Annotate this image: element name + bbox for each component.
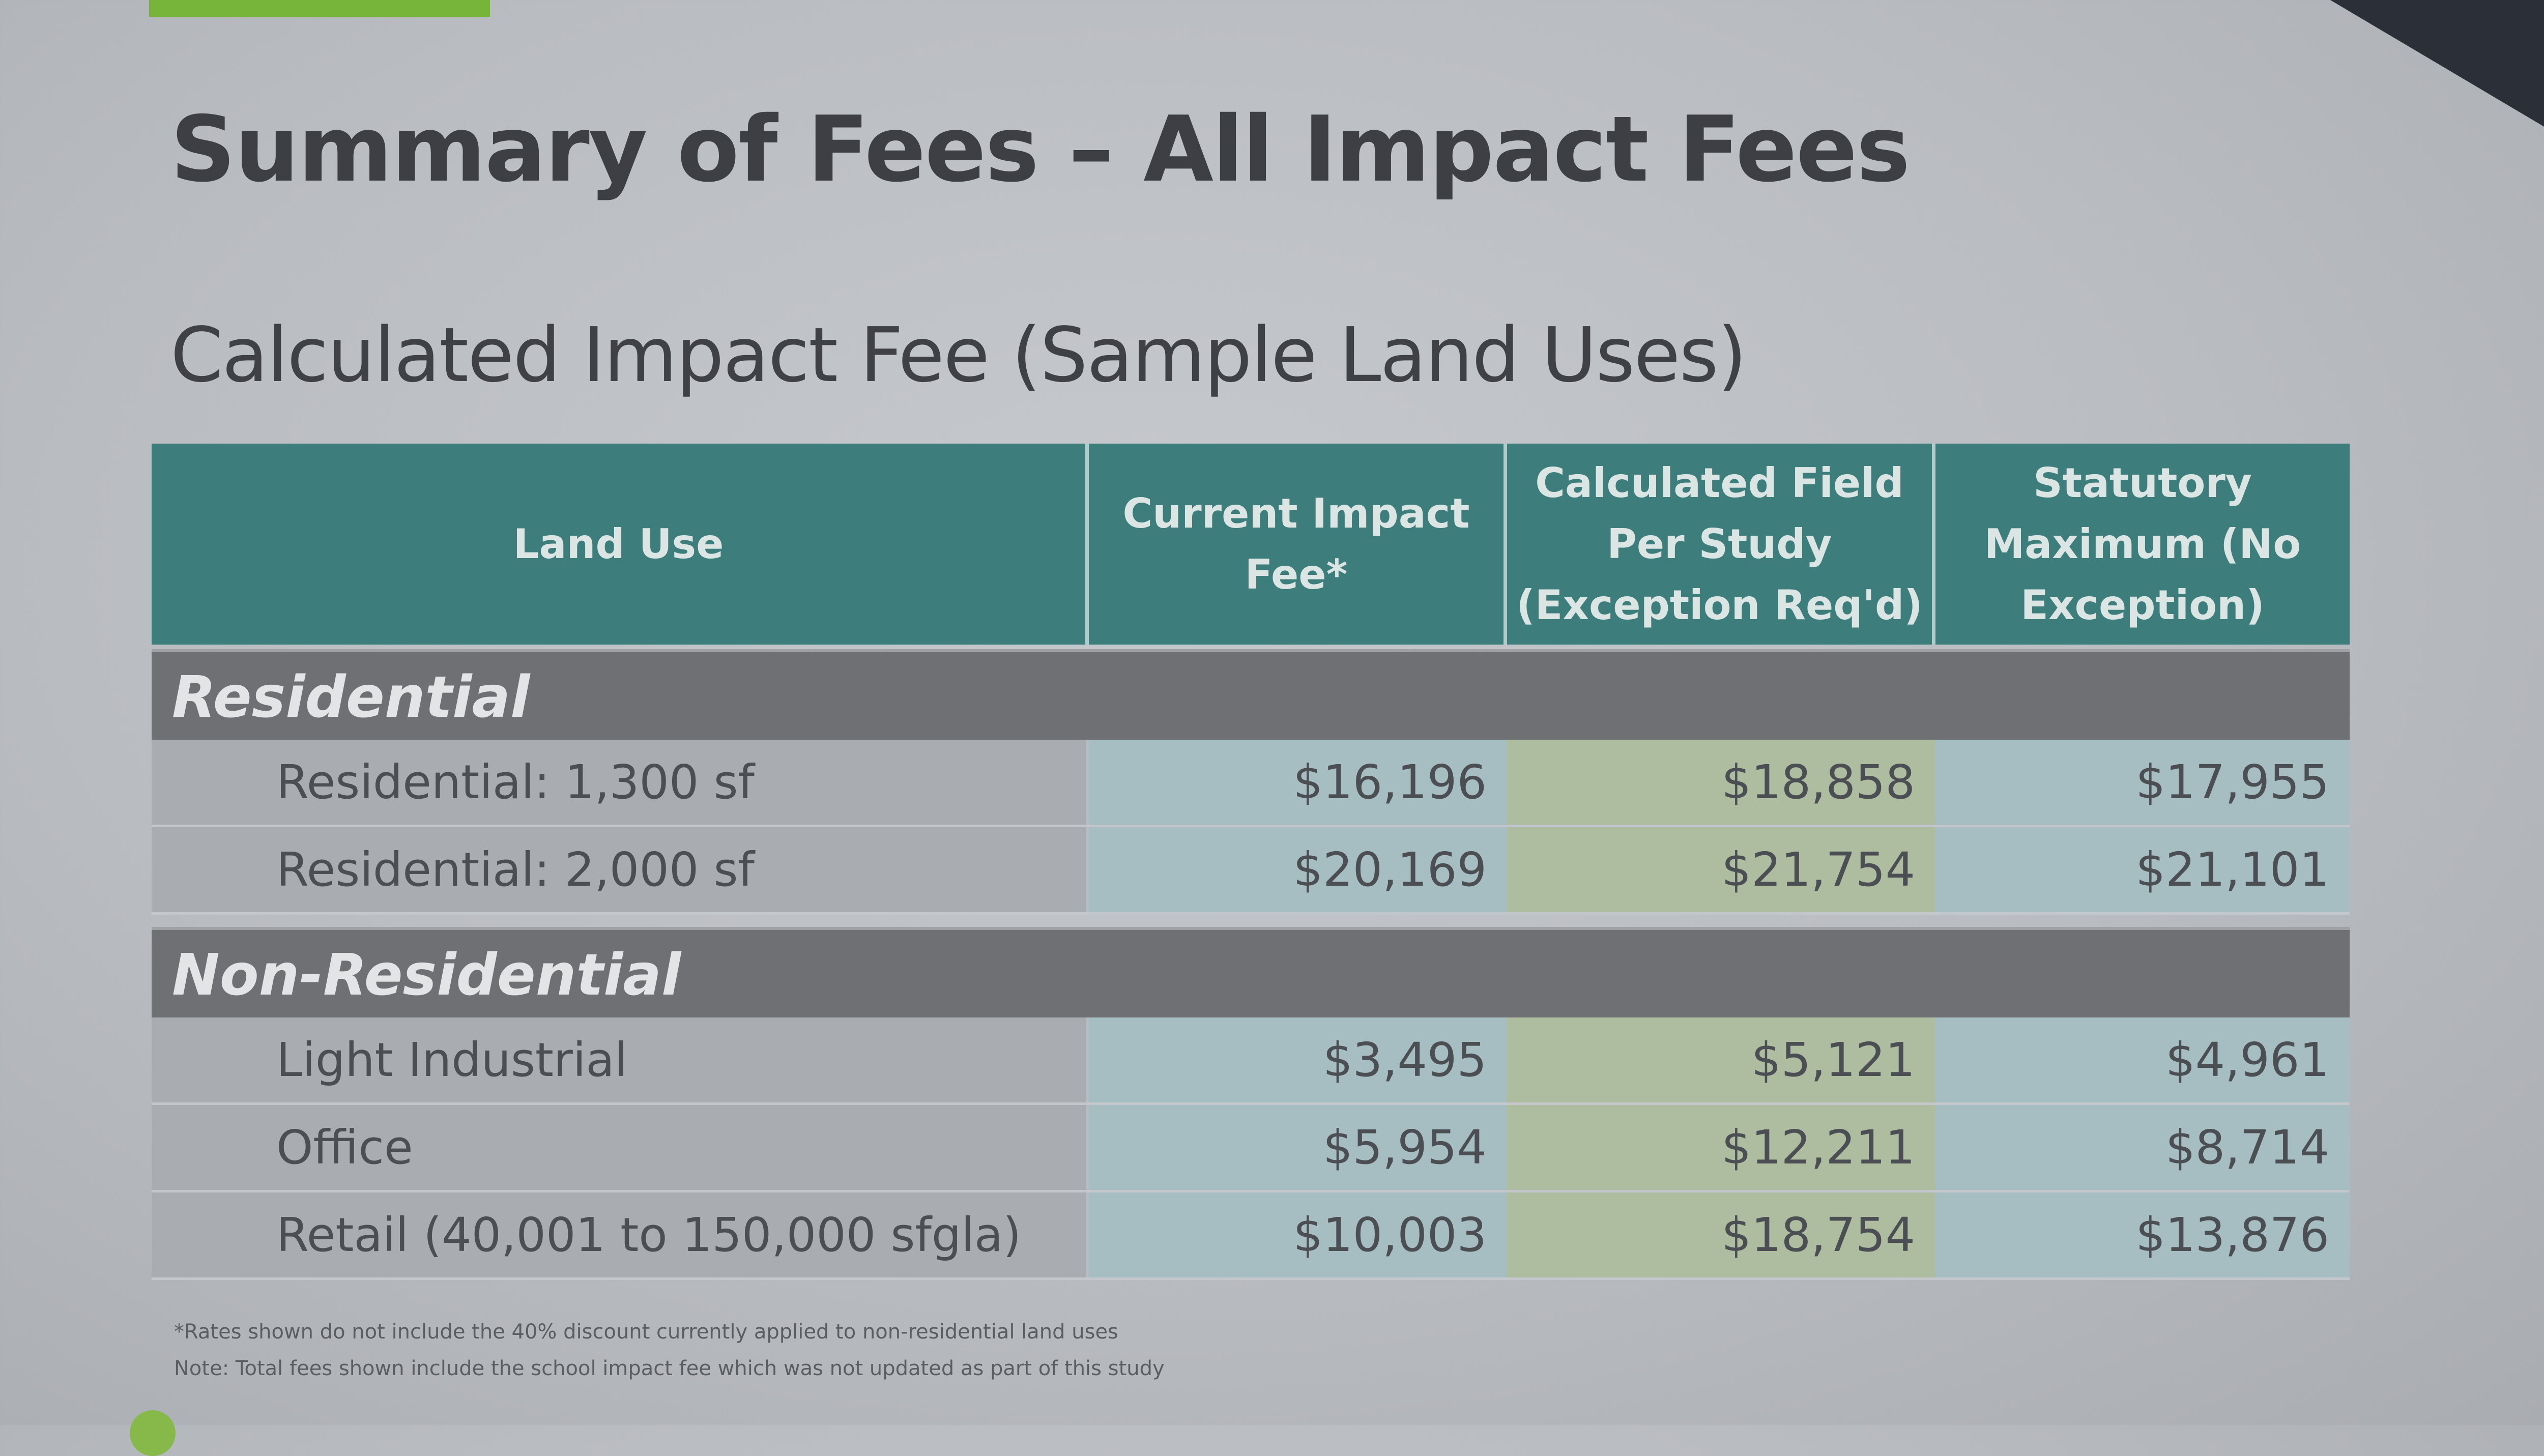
- section-band-residential: Residential: [152, 649, 2350, 740]
- calculated-fee-cell: $12,211: [1507, 1105, 1935, 1190]
- current-fee-cell: $3,495: [1089, 1017, 1507, 1102]
- accent-green-bar: [149, 0, 490, 17]
- header-statutory-maximum: Statutory Maximum (No Exception): [1935, 444, 2350, 645]
- current-fee-cell: $10,003: [1089, 1192, 1507, 1277]
- table-row: Residential: 1,300 sf $16,196 $18,858 $1…: [152, 740, 2350, 827]
- section-band-non-residential: Non-Residential: [152, 927, 2350, 1017]
- statutory-max-cell: $21,101: [1935, 827, 2350, 912]
- land-use-cell: Retail (40,001 to 150,000 sfgla): [152, 1192, 1089, 1277]
- table-row: Retail (40,001 to 150,000 sfgla) $10,003…: [152, 1192, 2350, 1280]
- header-calculated-field: Calculated Field Per Study (Exception Re…: [1507, 444, 1935, 645]
- current-fee-cell: $20,169: [1089, 827, 1507, 912]
- land-use-cell: Residential: 1,300 sf: [152, 740, 1089, 825]
- land-use-cell: Light Industrial: [152, 1017, 1089, 1102]
- land-use-cell: Residential: 2,000 sf: [152, 827, 1089, 912]
- table-header-row: Land Use Current Impact Fee* Calculated …: [152, 444, 2350, 645]
- footnote-rates: *Rates shown do not include the 40% disc…: [174, 1320, 1118, 1344]
- statutory-max-cell: $13,876: [1935, 1192, 2350, 1277]
- footnotes: *Rates shown do not include the 40% disc…: [174, 1314, 1165, 1387]
- table-row: Light Industrial $3,495 $5,121 $4,961: [152, 1017, 2350, 1105]
- calculated-fee-cell: $5,121: [1507, 1017, 1935, 1102]
- statutory-max-cell: $8,714: [1935, 1105, 2350, 1190]
- calculated-fee-cell: $18,754: [1507, 1192, 1935, 1277]
- table-row: Office $5,954 $12,211 $8,714: [152, 1105, 2350, 1192]
- land-use-cell: Office: [152, 1105, 1089, 1190]
- calculated-fee-cell: $18,858: [1507, 740, 1935, 825]
- corner-decoration: [2330, 0, 2544, 163]
- current-fee-cell: $16,196: [1089, 740, 1507, 825]
- logo-icon: [130, 1410, 176, 1456]
- footnote-school-fee: Note: Total fees shown include the schoo…: [174, 1357, 1165, 1380]
- table-row: Residential: 2,000 sf $20,169 $21,754 $2…: [152, 827, 2350, 915]
- statutory-max-cell: $4,961: [1935, 1017, 2350, 1102]
- impact-fee-table: Land Use Current Impact Fee* Calculated …: [152, 444, 2350, 1293]
- current-fee-cell: $5,954: [1089, 1105, 1507, 1190]
- header-current-impact-fee: Current Impact Fee*: [1089, 444, 1507, 645]
- slide-title: Summary of Fees – All Impact Fees: [170, 97, 1911, 202]
- calculated-fee-cell: $21,754: [1507, 827, 1935, 912]
- statutory-max-cell: $17,955: [1935, 740, 2350, 825]
- header-land-use: Land Use: [152, 444, 1089, 645]
- slide-subtitle: Calculated Impact Fee (Sample Land Uses): [170, 311, 1747, 399]
